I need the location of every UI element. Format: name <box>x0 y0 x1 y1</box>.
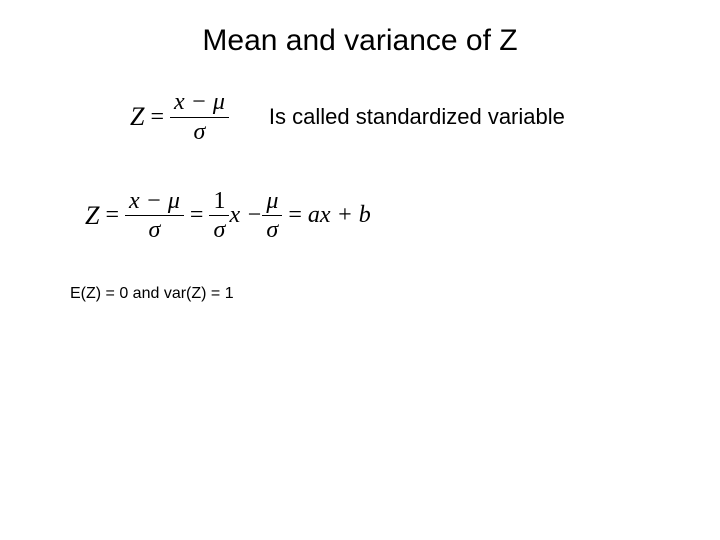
sym-Z: Z <box>130 102 144 132</box>
fraction-xmu-sigma: x − μ σ <box>170 88 229 147</box>
slide: Mean and variance of Z Z = x − μ σ Is ca… <box>0 0 720 540</box>
fraction3: μ σ <box>262 187 282 246</box>
sym-equals2: = <box>105 202 119 229</box>
sym-equals4: = <box>288 202 302 229</box>
caption-standardized: Is called standardized variable <box>269 104 565 130</box>
sym-equals: = <box>150 104 164 131</box>
denominator1: σ <box>145 216 165 245</box>
sym-Z2: Z <box>85 201 99 231</box>
sym-x: x − <box>229 202 262 229</box>
denominator: σ <box>190 118 210 147</box>
sym-equals3: = <box>190 202 204 229</box>
numerator3: μ <box>262 187 282 216</box>
denominator3: σ <box>262 216 282 245</box>
denominator2: σ <box>210 216 230 245</box>
fraction1: x − μ σ <box>125 187 184 246</box>
formula-z-def: Z = x − μ σ <box>130 88 229 147</box>
formula-row-2: Z = x − μ σ = 1 σ x − μ σ = ax + b <box>85 187 680 246</box>
slide-title: Mean and variance of Z <box>40 24 680 58</box>
formula-z-expand: Z = x − μ σ = 1 σ x − μ σ = ax + b <box>85 187 371 246</box>
formula-row-1: Z = x − μ σ Is called standardized varia… <box>130 88 680 147</box>
result-line: E(Z) = 0 and var(Z) = 1 <box>70 285 680 303</box>
numerator2: 1 <box>209 187 229 216</box>
sym-axb: ax + b <box>308 202 371 229</box>
numerator1: x − μ <box>125 187 184 216</box>
numerator: x − μ <box>170 88 229 117</box>
fraction2: 1 σ <box>209 187 229 246</box>
